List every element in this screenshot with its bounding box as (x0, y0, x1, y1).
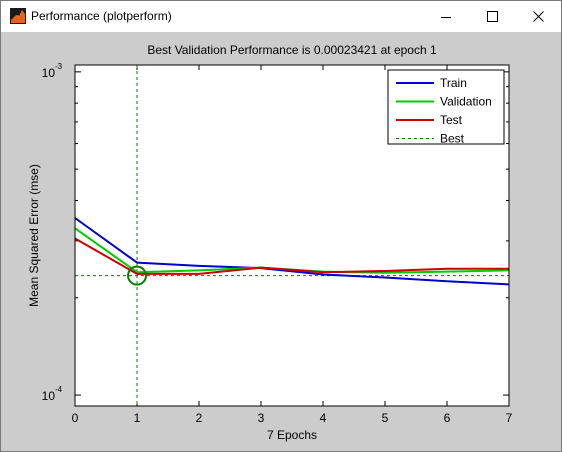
chart-title: Best Validation Performance is 0.0002342… (147, 43, 437, 57)
maximize-button[interactable] (469, 1, 515, 32)
y-tick-label-base: 10 (42, 66, 56, 80)
x-tick-label: 5 (382, 411, 389, 425)
minimize-button[interactable] (423, 1, 469, 32)
series-line-train (74, 217, 510, 286)
y-tick-label-exponent: -3 (55, 62, 63, 71)
maximize-icon (486, 11, 498, 22)
x-tick-label: 6 (444, 411, 451, 425)
x-tick-label: 7 (506, 411, 513, 425)
y-axis-label: Mean Squared Error (mse) (27, 164, 41, 307)
legend-label-test: Test (440, 113, 463, 127)
minimize-icon (441, 16, 451, 18)
x-tick-label: 2 (196, 411, 203, 425)
performance-plot: Best Validation Performance is 0.0002342… (27, 43, 513, 442)
x-tick-label: 4 (320, 411, 327, 425)
title-bar[interactable]: Performance (plotperform) (1, 1, 561, 32)
legend-label-validation: Validation (440, 95, 492, 109)
window-title: Performance (plotperform) (31, 9, 172, 23)
close-icon (532, 11, 544, 22)
axes-frame (74, 64, 510, 407)
close-button[interactable] (515, 1, 561, 32)
x-tick-label: 1 (134, 411, 141, 425)
best-point-marker (127, 265, 147, 286)
x-axis-label: 7 Epochs (267, 428, 317, 442)
matlab-app-icon (10, 8, 26, 24)
y-tick-label-exponent: -4 (55, 385, 63, 394)
series-line-test (74, 237, 509, 275)
y-tick-label-base: 10 (42, 389, 56, 403)
x-tick-label: 0 (72, 411, 79, 425)
legend-label-best: Best (440, 132, 465, 146)
legend-label-train: Train (440, 76, 467, 90)
x-tick-label: 3 (258, 411, 265, 425)
